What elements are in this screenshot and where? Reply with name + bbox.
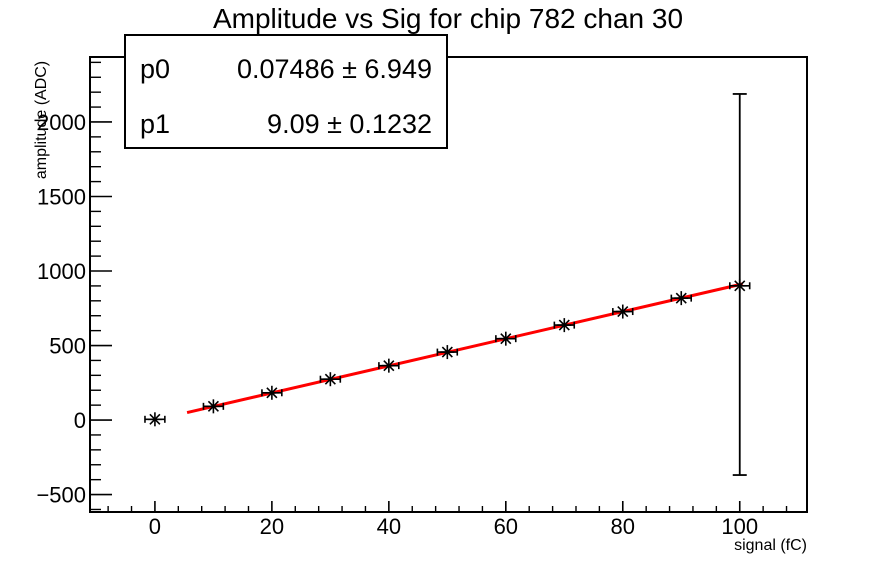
y-tick-label: 2000 (37, 110, 86, 135)
stats-box: p0 0.07486 ± 6.949 p1 9.09 ± 0.1232 (124, 34, 448, 149)
y-tick-label: 500 (49, 334, 86, 359)
y-tick-label: 1000 (37, 259, 86, 284)
asterisk-marker (500, 333, 512, 345)
y-axis-tick-labels: −500 0 500 1000 1500 2000 (36, 110, 86, 508)
stats-p0-value: 0.07486 ± 6.949 (237, 54, 432, 84)
x-tick-label: 40 (377, 514, 401, 539)
y-tick-label: 1500 (37, 184, 86, 209)
asterisk-marker (383, 360, 395, 372)
asterisk-marker (617, 305, 629, 318)
y-tick-label: −500 (36, 483, 86, 508)
x-tick-label: 20 (260, 514, 284, 539)
data-point (553, 318, 576, 333)
data-point (670, 291, 693, 306)
asterisk-marker (734, 280, 746, 292)
plot-title: Amplitude vs Sig for chip 782 chan 30 (213, 3, 683, 34)
stats-box-frame (124, 34, 448, 149)
x-tick-label: 100 (721, 514, 758, 539)
data-point (436, 345, 459, 360)
y-tick-label: 0 (74, 408, 86, 433)
asterisk-marker (675, 292, 687, 304)
stats-p1-value: 9.09 ± 0.1232 (267, 109, 432, 139)
data-point (495, 331, 517, 346)
asterisk-marker (558, 319, 570, 331)
data-point (261, 385, 283, 400)
asterisk-marker (324, 373, 336, 385)
data-point (144, 412, 166, 427)
x-axis-ticks (107, 501, 788, 512)
data-point (612, 304, 634, 319)
asterisk-marker (266, 387, 278, 399)
x-axis-tick-labels: 0 20 40 60 80 100 (149, 514, 758, 539)
x-tick-label: 60 (494, 514, 518, 539)
asterisk-marker (207, 400, 219, 412)
fit-line (186, 282, 744, 415)
x-axis-title: signal (fC) (734, 537, 807, 554)
data-points (144, 93, 751, 476)
x-tick-label: 80 (611, 514, 635, 539)
asterisk-marker (149, 413, 161, 425)
stats-p0-label: p0 (140, 54, 170, 84)
asterisk-marker (441, 346, 453, 358)
data-point (202, 399, 225, 414)
plot-frame (89, 56, 808, 513)
y-axis-ticks (90, 61, 112, 511)
data-point (319, 372, 342, 387)
x-tick-label: 0 (149, 514, 161, 539)
stats-p1-label: p1 (140, 109, 170, 139)
data-point (729, 93, 751, 476)
data-point (378, 358, 400, 373)
y-axis-title: amplitude (ADC) (33, 61, 50, 179)
